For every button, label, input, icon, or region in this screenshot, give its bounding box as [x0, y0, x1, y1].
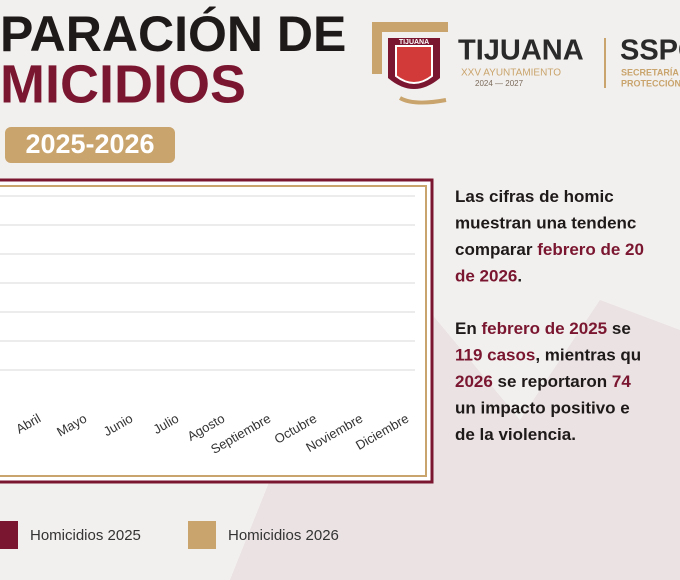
paragraph-line: de la violencia.	[455, 425, 576, 444]
text-segment: .	[517, 267, 522, 286]
text-segment: se	[607, 319, 631, 338]
shield-text: TIJUANA	[399, 39, 429, 46]
text-segment: febrero de 20	[537, 240, 644, 259]
text-segment: comparar	[455, 240, 537, 259]
chart-frame	[0, 178, 434, 484]
legend-label: Homicidios 2026	[228, 527, 339, 544]
logo-name: TIJUANA	[458, 35, 584, 67]
paragraph-line: muestran una tendenc	[455, 214, 636, 233]
text-segment: 2026	[455, 372, 493, 391]
text-segment: En	[455, 319, 481, 338]
text-segment: Las cifras de homic	[455, 187, 614, 206]
paragraph-line: 119 casos, mientras qu	[455, 346, 641, 365]
period-badge	[5, 127, 175, 163]
text-segment: 119 casos	[455, 346, 535, 365]
paragraph-line: Las cifras de homic	[455, 187, 614, 206]
paragraph-line: comparar febrero de 20	[455, 240, 644, 259]
legend: Homicidios 2025 Homicidios 2026	[0, 521, 339, 549]
title-line: PARACIÓN DE	[0, 6, 346, 62]
paragraph-line: En febrero de 2025 se	[455, 319, 631, 338]
text-segment: , mientras qu	[535, 346, 641, 365]
legend-swatch	[0, 521, 18, 549]
legend-swatch	[188, 521, 216, 549]
text-segment: 74	[612, 372, 631, 391]
text-segment: se reportaron	[493, 372, 612, 391]
period: 2025-2026	[25, 129, 154, 159]
paragraphs: Las cifras de homic muestran una tendenc c…	[455, 187, 644, 444]
legend-label: Homicidios 2025	[30, 527, 141, 544]
text-segment: muestran una tendenc	[455, 214, 636, 233]
text-segment: de la violencia.	[455, 425, 576, 444]
paragraph-line: un impacto positivo e	[455, 399, 630, 418]
org-line: SECRETARÍA D	[621, 67, 680, 77]
paragraph-line: de 2026.	[455, 267, 522, 286]
shield	[372, 22, 448, 105]
logo-subtitle: XXV AYUNTAMIENTO	[461, 68, 561, 79]
logo-years: 2024 — 2027	[475, 79, 524, 88]
text-segment: febrero de 2025	[481, 319, 607, 338]
text-segment: un impacto positivo e	[455, 399, 630, 418]
org: SSPC	[620, 35, 680, 67]
text-segment: de 2026	[455, 267, 517, 286]
chart-inner-frame	[0, 185, 427, 477]
title-line: MICIDIOS	[0, 54, 246, 114]
paragraph-line: 2026 se reportaron 74	[455, 372, 631, 391]
org-line: PROTECCIÓN	[621, 77, 680, 88]
grid	[0, 195, 415, 371]
